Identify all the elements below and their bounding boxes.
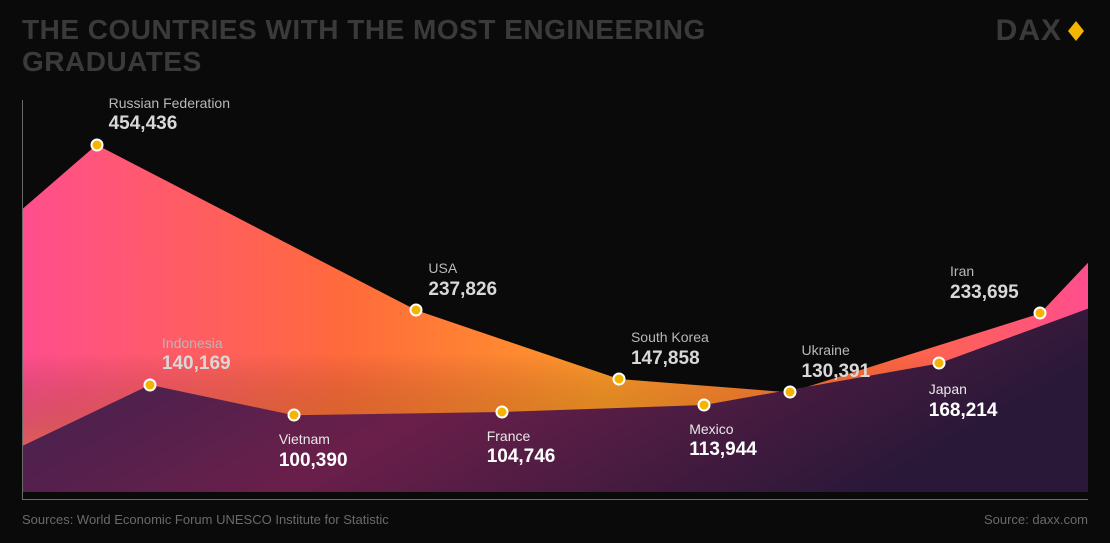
country-value: 140,169 [162,352,231,376]
data-marker [410,304,423,317]
country-name: USA [428,260,497,278]
country-name: Vietnam [279,431,348,449]
data-label-back: Japan168,214 [929,381,998,422]
chart-overlay: Russian Federation454,436USA237,826South… [22,100,1088,500]
country-name: Iran [950,263,1019,281]
data-marker [612,373,625,386]
source-right: Source: daxx.com [984,512,1088,527]
data-marker [287,409,300,422]
engineering-graduates-chart: Russian Federation454,436USA237,826South… [22,100,1088,500]
logo-text: DAX [996,14,1062,48]
country-value: 454,436 [109,112,230,136]
data-marker [495,405,508,418]
logo: DAX [996,14,1088,48]
data-marker [90,138,103,151]
data-label-back: France104,746 [487,428,556,469]
data-label-front: USA237,826 [428,260,497,301]
data-label-front: Ukraine130,391 [802,342,871,383]
country-value: 100,390 [279,449,348,473]
data-marker [698,398,711,411]
data-label-back: Indonesia140,169 [162,335,231,376]
country-value: 130,391 [802,360,871,384]
country-name: Russian Federation [109,95,230,113]
logo-diamond-icon [1064,19,1088,43]
country-value: 104,746 [487,445,556,469]
country-value: 168,214 [929,399,998,423]
country-value: 147,858 [631,347,709,371]
data-label-front: Iran233,695 [950,263,1019,304]
country-name: Mexico [689,421,757,439]
data-marker [932,357,945,370]
source-left: Sources: World Economic Forum UNESCO Ins… [22,512,389,527]
data-label-back: Vietnam100,390 [279,431,348,472]
country-name: Indonesia [162,335,231,353]
country-name: France [487,428,556,446]
data-marker [143,378,156,391]
data-label-front: Russian Federation454,436 [109,95,230,136]
country-value: 237,826 [428,278,497,302]
country-name: South Korea [631,329,709,347]
country-value: 233,695 [950,281,1019,305]
data-marker [1034,307,1047,320]
country-value: 113,944 [689,438,757,462]
data-marker [783,386,796,399]
page-title: THE COUNTRIES WITH THE MOST ENGINEERING … [22,14,722,78]
data-label-front: South Korea147,858 [631,329,709,370]
country-name: Japan [929,381,998,399]
country-name: Ukraine [802,342,871,360]
data-label-back: Mexico113,944 [689,421,757,462]
